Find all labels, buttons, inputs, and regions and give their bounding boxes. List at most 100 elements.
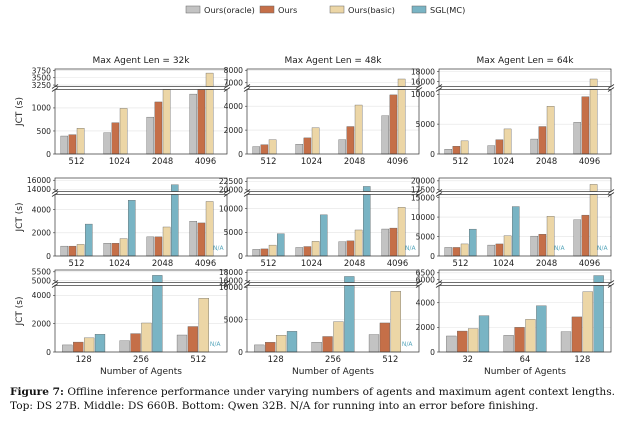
bar — [319, 214, 328, 257]
bar — [254, 344, 265, 353]
bar — [111, 122, 120, 155]
axis-break-mark — [51, 283, 59, 288]
y-tick-label: 17500 — [411, 186, 435, 195]
bar — [487, 244, 496, 257]
bar — [487, 145, 496, 155]
bar — [589, 89, 598, 155]
bar — [338, 139, 347, 155]
x-tick-label: 4096 — [579, 258, 600, 268]
x-tick-label: 4096 — [195, 258, 216, 268]
axes-frame-lower — [54, 194, 228, 257]
x-tick-label: 1024 — [493, 258, 514, 268]
bar — [589, 78, 598, 87]
axes-frame-lower — [438, 89, 612, 155]
bar — [362, 194, 371, 257]
bar — [397, 89, 406, 155]
axis-break-mark — [415, 192, 423, 197]
x-tick-label: 1024 — [301, 156, 322, 166]
legend-item: SGL(MC) — [411, 5, 465, 15]
bar — [111, 243, 120, 257]
bar — [311, 241, 320, 257]
bar — [452, 247, 461, 257]
bar — [260, 144, 269, 155]
bar — [460, 243, 469, 257]
bar — [94, 334, 106, 353]
axis-break-mark — [415, 84, 423, 89]
bar — [460, 140, 469, 155]
y-tick-label: 16000 — [219, 276, 243, 285]
bar — [303, 137, 312, 155]
bar — [162, 89, 171, 155]
bar — [84, 223, 93, 257]
y-tick-label: 2000 — [32, 229, 51, 238]
axis-break-mark — [415, 280, 423, 285]
column-title: Max Agent Len = 32k — [93, 56, 191, 66]
axes-frame-upper — [246, 68, 420, 87]
bar — [581, 214, 590, 257]
bar — [152, 275, 163, 283]
bar — [103, 132, 112, 155]
axis-break-mark — [607, 87, 615, 92]
na-label: N/A — [213, 245, 225, 252]
bar — [265, 342, 276, 353]
y-axis-label: JCT (s) — [15, 202, 25, 232]
y-tick-label: 3250 — [32, 81, 51, 90]
axis-break-mark — [607, 280, 615, 285]
y-tick-label: 16000 — [27, 176, 51, 185]
bar — [593, 275, 604, 283]
y-tick-label: 0 — [238, 252, 243, 261]
x-tick-label: 2048 — [536, 156, 557, 166]
bar — [119, 238, 128, 257]
x-tick-label: 128 — [268, 354, 284, 364]
axis-break-mark — [51, 280, 59, 285]
axis-break-mark — [51, 192, 59, 197]
bar — [573, 219, 582, 257]
bar — [68, 134, 77, 155]
axes-frame-lower — [246, 194, 420, 257]
axis-break-mark — [415, 87, 423, 92]
axis-break-mark — [607, 283, 615, 288]
x-tick-label: 4096 — [387, 258, 408, 268]
bar — [187, 326, 199, 353]
y-tick-label: 0 — [430, 252, 435, 261]
bar — [525, 319, 536, 353]
y-tick-label: 18000 — [411, 67, 435, 76]
bar — [560, 331, 572, 353]
bar — [381, 228, 390, 257]
axis-break-mark — [223, 280, 231, 285]
axes-frame-lower — [438, 194, 612, 257]
y-tick-label: 20000 — [411, 177, 435, 186]
na-label: N/A — [597, 245, 609, 252]
bar — [452, 146, 461, 155]
bar — [467, 328, 479, 353]
bar — [344, 285, 355, 353]
y-tick-label: 1000 — [32, 104, 51, 113]
bar — [344, 276, 355, 283]
y-tick-label: 4000 — [224, 102, 243, 111]
bar — [119, 108, 128, 155]
bar — [573, 122, 582, 155]
bar — [268, 244, 277, 257]
x-tick-label: 2048 — [536, 258, 557, 268]
bar — [127, 200, 136, 257]
bar — [146, 116, 155, 155]
legend-swatch — [411, 5, 427, 14]
bar — [503, 235, 512, 257]
bar — [495, 139, 504, 155]
bar — [468, 228, 477, 257]
bar — [368, 334, 380, 353]
y-tick-label: 5000 — [416, 232, 435, 241]
axis-break-mark — [607, 84, 615, 89]
x-tick-label: 2048 — [344, 156, 365, 166]
axis-break-mark — [243, 87, 251, 92]
bar — [536, 305, 547, 353]
axes-frame-lower — [438, 285, 612, 353]
bar — [205, 89, 214, 155]
axes-frame-upper — [246, 177, 420, 192]
x-tick-label: 2048 — [344, 258, 365, 268]
figure: Ours(oracle) Ours Ours(basic) SGL(MC) Max A… — [15, 5, 615, 377]
axis-break-mark — [435, 84, 443, 89]
y-tick-label: 15000 — [411, 193, 435, 202]
